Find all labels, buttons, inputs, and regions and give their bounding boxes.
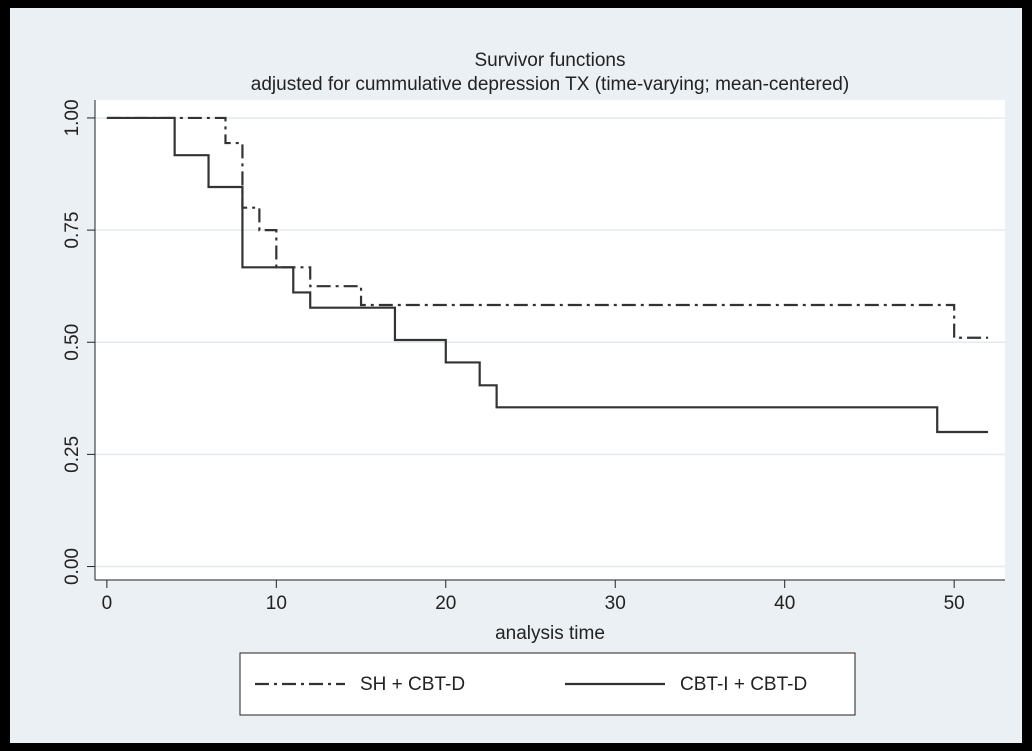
survival-line [106, 116, 989, 339]
chart-title: Survivor functions [474, 50, 625, 71]
plot-area [95, 100, 1005, 580]
x-tick-label: 30 [605, 593, 626, 614]
y-tick-label: 1.00 [62, 99, 83, 136]
y-tick-label: 0.75 [62, 212, 83, 249]
chart-subtitle: adjusted for cummulative depression TX (… [251, 74, 849, 95]
y-tick-label: 0.50 [62, 324, 83, 361]
legend-label: SH + CBT-D [360, 674, 465, 695]
x-tick-label: 40 [774, 593, 795, 614]
survival-line [106, 116, 989, 434]
legend-label: CBT-I + CBT-D [680, 674, 807, 695]
x-tick-label: 50 [944, 593, 965, 614]
y-tick-label: 0.00 [62, 548, 83, 585]
x-tick-label: 0 [102, 593, 113, 614]
x-tick-label: 10 [266, 593, 287, 614]
x-tick-label: 20 [435, 593, 456, 614]
x-axis-label: analysis time [495, 623, 605, 644]
y-tick-label: 0.25 [62, 436, 83, 473]
